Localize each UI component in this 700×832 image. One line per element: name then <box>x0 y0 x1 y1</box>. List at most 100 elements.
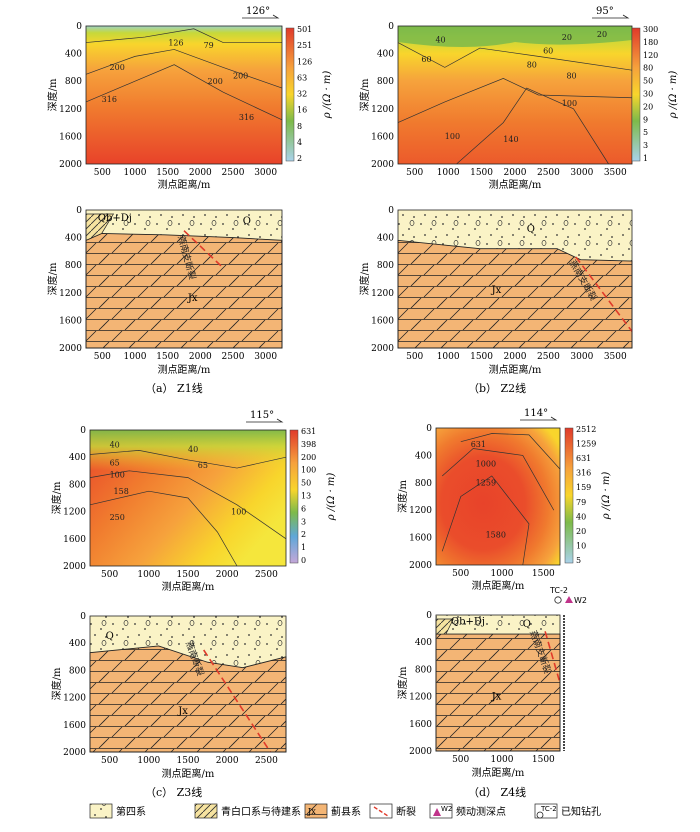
resistivity-field <box>436 428 560 565</box>
x-tick-label: 3500 <box>604 352 627 362</box>
plot-frame <box>397 209 633 349</box>
contour-line <box>441 448 555 511</box>
colorbar-tick-label: 631 <box>301 427 316 436</box>
legend-item-quaternary: 第四系 <box>89 803 146 819</box>
fault-line <box>575 256 633 332</box>
colorbar-tick-label: 50 <box>301 479 311 488</box>
contour-label: 40 <box>188 445 198 454</box>
x-tick-label: 2500 <box>255 756 278 766</box>
contour-label: 80 <box>527 60 537 69</box>
colorbar-tick-label: 5 <box>643 128 648 137</box>
colorbar-title: ρ /(Ω · m) <box>668 71 679 120</box>
colorbar <box>289 429 299 564</box>
bearing-arrow <box>592 14 630 19</box>
borehole-symbol <box>554 596 562 604</box>
low-resistivity-cap <box>398 26 632 47</box>
colorbar-tick-label: 159 <box>576 483 591 492</box>
resistivity-section-c: 40651001582504065100115°0400800120016002… <box>50 410 337 593</box>
x-axis-label: 测点距离/m <box>489 178 542 191</box>
y-tick-label: 1200 <box>409 506 432 516</box>
legend-label: 已知钻孔 <box>561 805 601 818</box>
x-tick-label: 3000 <box>570 168 593 178</box>
y-tick-label: 2000 <box>409 747 432 757</box>
contour-label: 126 <box>168 38 183 47</box>
y-tick-label: 2000 <box>63 562 86 572</box>
x-tick-label: 1000 <box>124 352 147 362</box>
colorbar-tick-label: 316 <box>576 469 591 478</box>
strata-label: Q <box>243 216 251 227</box>
contour-label: 1000 <box>476 459 496 468</box>
contour-label: 80 <box>566 71 576 80</box>
colorbar-tick-label: 16 <box>297 106 307 115</box>
bearing-label: 95° <box>596 6 614 17</box>
contour-label: 316 <box>102 95 117 104</box>
sounding-label: W2 <box>574 596 587 605</box>
colorbar-tick-label: 300 <box>643 25 658 34</box>
y-tick-label: 1200 <box>63 508 86 518</box>
legend-swatch <box>89 803 113 819</box>
fault-line <box>183 230 224 269</box>
panel-caption: （c） Z3线 <box>145 785 202 799</box>
x-tick-label: 2000 <box>504 168 527 178</box>
x-tick-label: 1000 <box>437 352 460 362</box>
x-axis-label: 测点距离/m <box>158 363 211 376</box>
y-tick-label: 800 <box>65 77 82 87</box>
colorbar-tick-label: 80 <box>643 64 653 73</box>
colorbar-tick-label: 5 <box>576 556 581 565</box>
contour-line <box>89 470 287 540</box>
panel-caption: （d） Z4线 <box>468 785 526 799</box>
y-tick-label: 1200 <box>371 289 394 299</box>
resistivity-section-a: 126 79 200 200 316 316 200 126° 0 400 800 1200 1600 2… <box>46 6 333 191</box>
x-axis-label: 测点距离/m <box>162 767 215 780</box>
colorbar-tick-label: 50 <box>643 77 653 86</box>
borehole-label: TC-2 <box>549 586 568 595</box>
y-tick-label: 400 <box>415 638 432 648</box>
colorbar <box>564 427 574 564</box>
x-tick-label: 500 <box>94 168 111 178</box>
contour-line <box>89 450 287 469</box>
y-tick-label: 400 <box>65 234 82 244</box>
y-axis-label: 深度/m <box>50 481 63 514</box>
x-tick-label: 3000 <box>254 352 277 362</box>
y-axis-label: 深度/m <box>396 666 409 699</box>
strata-label: Q <box>106 631 114 642</box>
colorbar-tick-label: 2 <box>297 154 302 163</box>
y-tick-label: 1200 <box>409 693 432 703</box>
contour-label: 100 <box>445 132 460 141</box>
colorbar-tick-label: 126 <box>297 57 312 66</box>
x-tick-label: 1000 <box>124 168 147 178</box>
contour-label: 100 <box>110 471 125 480</box>
legend-swatch <box>194 803 218 819</box>
y-tick-label: 1600 <box>59 132 82 142</box>
legend-fault-line <box>373 806 389 817</box>
contour-label: 100 <box>231 507 246 516</box>
colorbar-tick-label: 2512 <box>576 425 596 434</box>
y-tick-label: 2000 <box>59 344 82 354</box>
legend-label: 青白口系与待建系 <box>221 805 301 818</box>
bearing-arrow <box>520 416 558 421</box>
colorbar-tick-label: 0 <box>301 556 306 565</box>
colorbar-tick-label: 180 <box>643 38 658 47</box>
x-tick-label: 1000 <box>491 755 514 765</box>
y-axis-label: 深度/m <box>358 262 371 295</box>
x-tick-label: 500 <box>452 755 469 765</box>
y-tick-label: 800 <box>69 666 86 676</box>
x-tick-label: 2000 <box>189 168 212 178</box>
colorbar-title: ρ /(Ω · m) <box>601 472 612 521</box>
colorbar <box>631 27 641 162</box>
y-tick-label: 400 <box>65 50 82 60</box>
contour-label: 158 <box>114 487 129 496</box>
x-tick-label: 2500 <box>255 570 278 580</box>
bearing-label: 115° <box>250 410 274 421</box>
colorbar-tick-label: 10 <box>576 541 586 550</box>
x-tick-label: 2500 <box>222 168 245 178</box>
x-tick-label: 2500 <box>537 352 560 362</box>
legend-item-sounding: W2 频动测深点 <box>429 803 506 819</box>
y-tick-label: 400 <box>377 50 394 60</box>
y-tick-label: 0 <box>80 612 86 622</box>
x-tick-label: 1000 <box>137 756 160 766</box>
y-axis-label: 深度/m <box>46 262 59 295</box>
colorbar-title: ρ /(Ω · m) <box>326 473 337 522</box>
